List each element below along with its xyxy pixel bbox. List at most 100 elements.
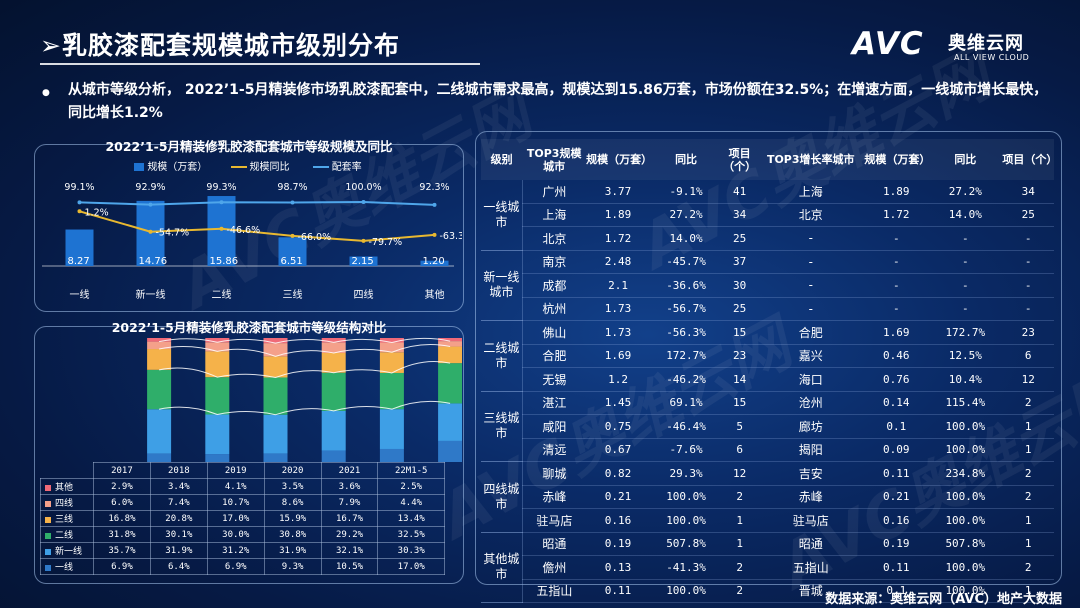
table-cell: 1: [1002, 438, 1054, 462]
table-cell: 0.16: [864, 508, 929, 533]
table-cell: 1: [722, 532, 758, 556]
legend-swatch: [312, 166, 329, 168]
chart-title: 2022’1-5月精装修乳胶漆配套城市等级规模及同比: [105, 139, 393, 154]
table-cell: -: [1002, 273, 1054, 298]
table-row: 三线城市 湛江 1.45 69.1% 15 沧州 0.14 115.4% 2: [481, 391, 1054, 462]
table-cell: 昭通: [522, 532, 587, 556]
table-cell: 成都: [522, 273, 587, 298]
table-cell: 10.5%: [320, 558, 379, 575]
table-cell: 2: [1002, 461, 1054, 486]
stacked-segment: [205, 454, 230, 462]
table-cell: 1: [1002, 579, 1054, 603]
table-cell: -36.6%: [650, 273, 723, 298]
rate-label: 100.0%: [345, 182, 381, 193]
table-row: 四线城市 聊城 0.82 29.3% 12 吉安 0.11 234.8% 2: [481, 461, 1054, 533]
table-cell: -41.3%: [650, 555, 723, 580]
table-cell: 31.8%: [93, 526, 151, 543]
table-cell: -: [864, 273, 929, 298]
table-row: 咸阳 0.75 -46.4% 5 廊坊 0.1 100.0% 1: [481, 414, 1054, 439]
table-cell: 23: [722, 344, 758, 368]
stacked-segment: [147, 369, 172, 410]
bar-label: 15.86: [210, 256, 239, 267]
table-cell: 15: [722, 391, 758, 415]
table-cell: 1: [1002, 508, 1054, 533]
table-cell: 广州: [522, 180, 587, 204]
table-cell: 晋城: [757, 579, 865, 603]
page-title: ➢乳胶漆配套规模城市级别分布: [40, 31, 400, 60]
table-cell: -: [928, 273, 1003, 298]
rate-point: [219, 200, 224, 205]
table-cell: 2.5%: [377, 478, 445, 495]
table-cell: 嘉兴: [757, 344, 865, 368]
table-cell: 清远: [522, 438, 587, 462]
yoy-line: [79, 210, 435, 242]
table-cell: 0.19: [586, 532, 650, 556]
stacked-segment: [205, 377, 230, 415]
table-cell: 佛山: [522, 320, 587, 345]
table-cell: 0.16: [586, 508, 650, 533]
table-row: 二线 31.8% 30.1% 30.0% 30.8% 29.2% 32.5%: [40, 526, 445, 543]
table-cell: 1.72: [586, 226, 650, 251]
connector-line: [158, 400, 451, 416]
table-cell: 34: [1002, 180, 1054, 204]
table-cell: 507.8%: [650, 532, 723, 556]
table-row: 合肥 1.69 172.7% 23 嘉兴 0.46 12.5% 6: [481, 344, 1054, 368]
connector-line: [158, 337, 451, 344]
stacked-segment: [321, 410, 346, 451]
table-cell: -: [1002, 297, 1054, 321]
table-cell: 1.69: [864, 320, 929, 345]
avc-logo: AVC 奥维云网 ALL VIEW CLOUD: [852, 26, 1052, 68]
table-cell: 0.76: [864, 367, 929, 392]
table-cell: 30.8%: [263, 526, 322, 543]
table-cell: 0.11: [586, 579, 650, 603]
yoy-point: [219, 226, 224, 231]
table-cell: 507.8%: [928, 532, 1003, 556]
x-tick-label: 二线: [212, 288, 232, 301]
table-cell: 昭通: [757, 532, 865, 556]
stacked-segment: [379, 338, 404, 343]
stacked-chart: [147, 337, 462, 462]
table-cell: -9.1%: [650, 180, 723, 204]
rate-point: [148, 202, 153, 207]
table-cell: 北京: [757, 203, 865, 227]
table-row: 一线 6.9% 6.4% 6.9% 9.3% 10.5% 17.0%: [40, 558, 445, 575]
yoy-label: -54.7%: [156, 228, 190, 239]
table-cell: 1: [722, 508, 758, 533]
table-corner: [41, 463, 94, 479]
table-cell: 29.2%: [320, 526, 379, 543]
table-cell: 无锡: [522, 367, 587, 392]
x-tick-label: 三线: [283, 288, 303, 301]
legend-item: 配套率: [312, 162, 362, 173]
table-cell: 合肥: [757, 320, 865, 345]
table-cell: 10.7%: [206, 494, 265, 511]
table-cell: 沧州: [757, 391, 865, 415]
stacked-segment: [147, 409, 172, 454]
stacked-segment: [321, 450, 346, 462]
table-cell: -: [864, 297, 929, 321]
table-cell: -: [757, 250, 865, 274]
structure-chart-panel: 2022’1-5月精装修乳胶漆配套城市等级结构对比: [34, 320, 464, 584]
legend-item: 规模（万套）: [134, 162, 207, 173]
stacked-segment: [321, 342, 346, 354]
table-cell: 1.69: [586, 344, 650, 368]
table-cell: 32.5%: [377, 526, 445, 543]
table-row: 儋州 0.13 -41.3% 2 五指山 0.11 100.0% 2: [481, 555, 1054, 580]
year-header: 2020: [263, 462, 322, 479]
table-cell: -: [864, 250, 929, 274]
table-cell: 13.4%: [377, 510, 445, 527]
rate-label: 92.3%: [419, 182, 449, 193]
rate-point: [361, 200, 366, 204]
rate-point: [290, 200, 295, 205]
level-cell: 一线城市: [481, 180, 523, 251]
stacked-segment: [205, 338, 230, 343]
table-row: 新一线 35.7% 31.9% 31.2% 31.9% 32.1% 30.3%: [40, 542, 445, 559]
table-cell: 25: [722, 226, 758, 251]
series-label: 一线: [40, 558, 94, 575]
top3-city-table: 级别 TOP3规模城市 规模（万套） 同比 项目（个） TOP3增长率城市 规模（万套） 同比…: [481, 139, 1057, 603]
table-cell: 41: [722, 180, 758, 204]
table-cell: -46.4%: [650, 414, 723, 439]
table-cell: 揭阳: [757, 438, 865, 462]
table-cell: 南京: [522, 250, 587, 274]
chart-title: 2022’1-5月精装修乳胶漆配套城市等级结构对比: [111, 320, 387, 335]
yoy-label: -46.6%: [227, 225, 261, 236]
